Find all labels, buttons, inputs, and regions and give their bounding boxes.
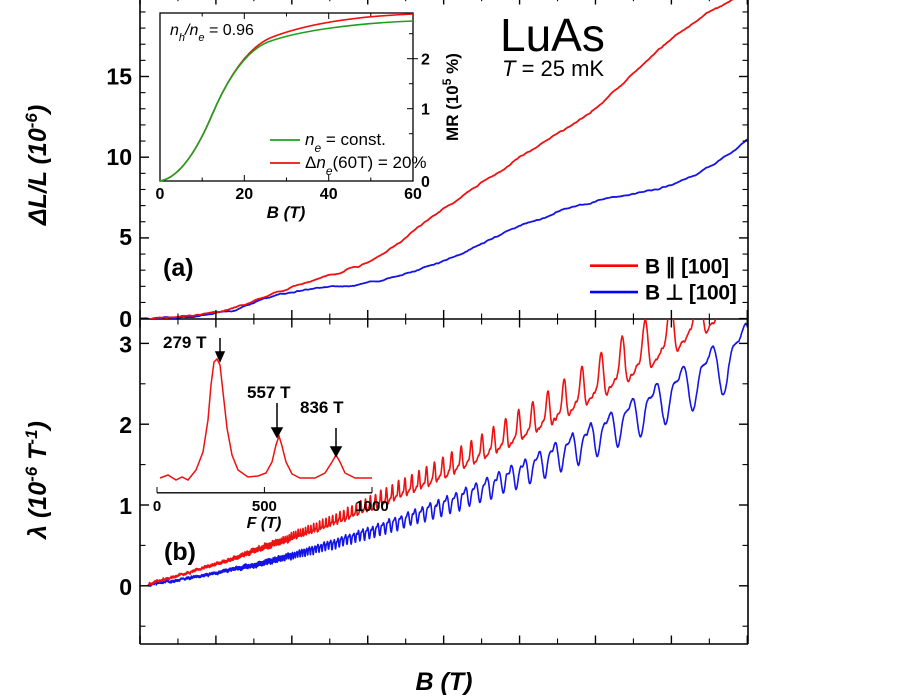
svg-text:LuAs: LuAs	[500, 9, 605, 61]
svg-text:B ⊥ [100]: B ⊥ [100]	[645, 282, 736, 305]
svg-text:B (T): B (T)	[267, 203, 306, 222]
svg-text:20: 20	[235, 186, 253, 203]
svg-text:0: 0	[119, 574, 132, 600]
svg-text:1000: 1000	[355, 498, 388, 515]
svg-text:0: 0	[421, 174, 430, 191]
svg-text:0: 0	[153, 498, 161, 515]
svg-text:836 T: 836 T	[300, 398, 344, 417]
svg-text:0: 0	[156, 186, 165, 203]
svg-text:0: 0	[119, 306, 132, 332]
svg-text:279 T: 279 T	[163, 333, 207, 352]
svg-text:15: 15	[106, 64, 132, 90]
svg-text:1: 1	[421, 102, 430, 119]
svg-text:557 T: 557 T	[247, 383, 291, 402]
svg-text:60: 60	[404, 186, 422, 203]
svg-text:2: 2	[119, 412, 132, 438]
svg-text:T = 25 mK: T = 25 mK	[502, 56, 604, 81]
svg-text:500: 500	[252, 498, 277, 515]
svg-text:(a): (a)	[163, 254, 194, 282]
svg-text:B ∥ [100]: B ∥ [100]	[645, 256, 729, 279]
svg-text:2: 2	[421, 52, 430, 69]
svg-text:5: 5	[119, 224, 132, 250]
svg-text:F (T): F (T)	[247, 515, 282, 532]
svg-text:3: 3	[119, 331, 132, 357]
svg-text:40: 40	[320, 186, 338, 203]
svg-text:10: 10	[106, 144, 132, 170]
svg-text:1: 1	[119, 493, 132, 519]
svg-text:MR (105 %): MR (105 %)	[440, 53, 462, 141]
svg-text:B (T): B (T)	[416, 668, 473, 696]
svg-text:(b): (b)	[164, 538, 196, 566]
